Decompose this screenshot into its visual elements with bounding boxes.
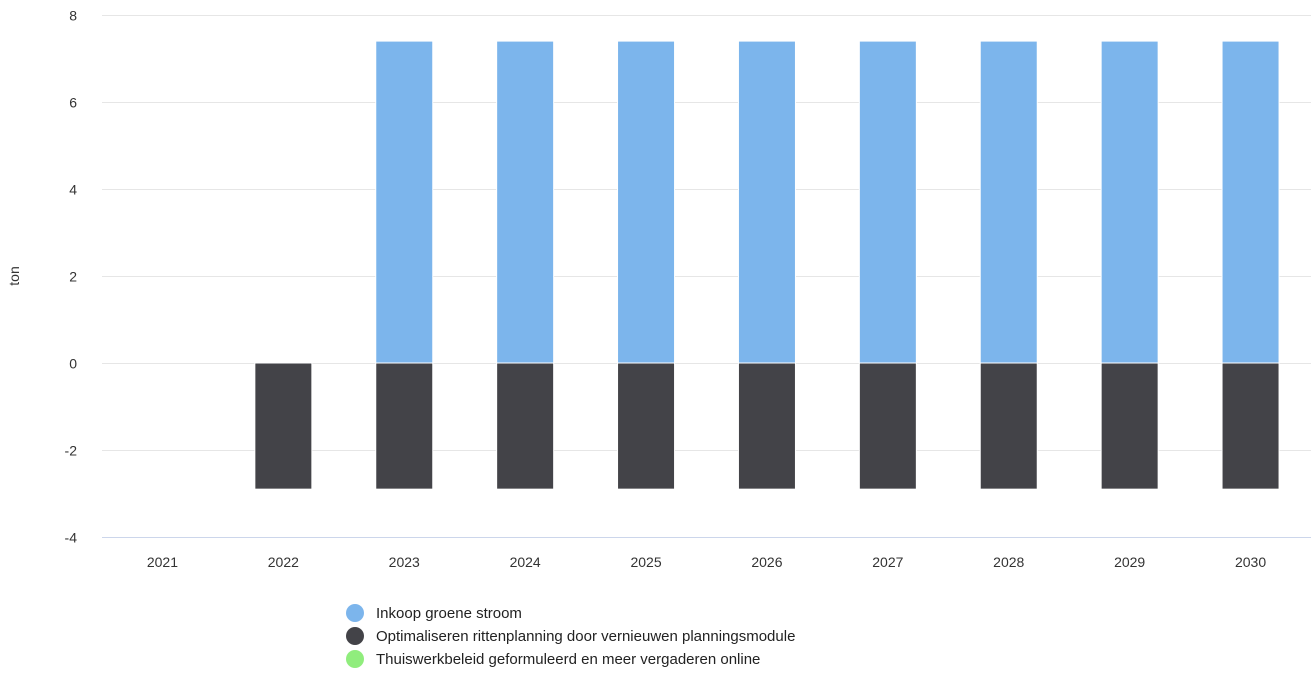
bar-2023-series-1[interactable] (375, 362, 434, 490)
y-tick-label: -4 (65, 530, 78, 546)
bar-2022-series-1[interactable] (254, 362, 313, 490)
bar-2026-series-0[interactable] (737, 40, 796, 364)
bar-2030-series-1[interactable] (1221, 362, 1280, 490)
legend-item[interactable]: Inkoop groene stroom (346, 604, 522, 622)
legend-swatch (346, 650, 364, 668)
bars (254, 40, 1280, 490)
y-axis-ticks: -4 -2 0 2 4 6 8 (65, 8, 78, 546)
y-tick-label: 4 (69, 182, 77, 198)
x-tick-label: 2028 (993, 554, 1024, 570)
x-axis-ticks: 2021 2022 2023 2024 2025 2026 2027 2028 2029 2030 (147, 554, 1266, 570)
x-tick-label: 2025 (630, 554, 661, 570)
y-tick-label: 2 (69, 269, 77, 285)
legend-item[interactable]: Thuiswerkbeleid geformuleerd en meer ver… (346, 650, 760, 668)
legend-label: Optimaliseren rittenplanning door vernie… (376, 628, 795, 645)
y-tick-label: 0 (69, 356, 77, 372)
legend-swatch (346, 627, 364, 645)
bar-2029-series-0[interactable] (1100, 40, 1159, 364)
x-tick-label: 2027 (872, 554, 903, 570)
y-tick-label: 8 (69, 8, 77, 24)
x-tick-label: 2023 (389, 554, 420, 570)
bar-2028-series-0[interactable] (979, 40, 1038, 364)
bar-2024-series-1[interactable] (496, 362, 555, 490)
bar-2023-series-0[interactable] (375, 40, 434, 364)
bar-2028-series-1[interactable] (979, 362, 1038, 490)
x-tick-label: 2021 (147, 554, 178, 570)
x-tick-label: 2029 (1114, 554, 1145, 570)
bar-2024-series-0[interactable] (496, 40, 555, 364)
y-tick-label: 6 (69, 95, 77, 111)
legend-item[interactable]: Optimaliseren rittenplanning door vernie… (346, 627, 795, 645)
y-tick-label: -2 (65, 443, 78, 459)
bar-2025-series-0[interactable] (617, 40, 676, 364)
bar-2027-series-0[interactable] (858, 40, 917, 364)
legend-label: Inkoop groene stroom (376, 605, 522, 622)
x-tick-label: 2030 (1235, 554, 1266, 570)
bar-2027-series-1[interactable] (858, 362, 917, 490)
bar-2030-series-0[interactable] (1221, 40, 1280, 364)
y-axis-title: ton (6, 266, 22, 285)
bar-2025-series-1[interactable] (617, 362, 676, 490)
legend: Inkoop groene stroom Optimaliseren ritten… (346, 604, 795, 668)
x-tick-label: 2024 (510, 554, 541, 570)
bar-2029-series-1[interactable] (1100, 362, 1159, 490)
legend-label: Thuiswerkbeleid geformuleerd en meer ver… (376, 651, 760, 668)
x-tick-label: 2026 (751, 554, 782, 570)
legend-swatch (346, 604, 364, 622)
x-tick-label: 2022 (268, 554, 299, 570)
bar-2026-series-1[interactable] (737, 362, 796, 490)
